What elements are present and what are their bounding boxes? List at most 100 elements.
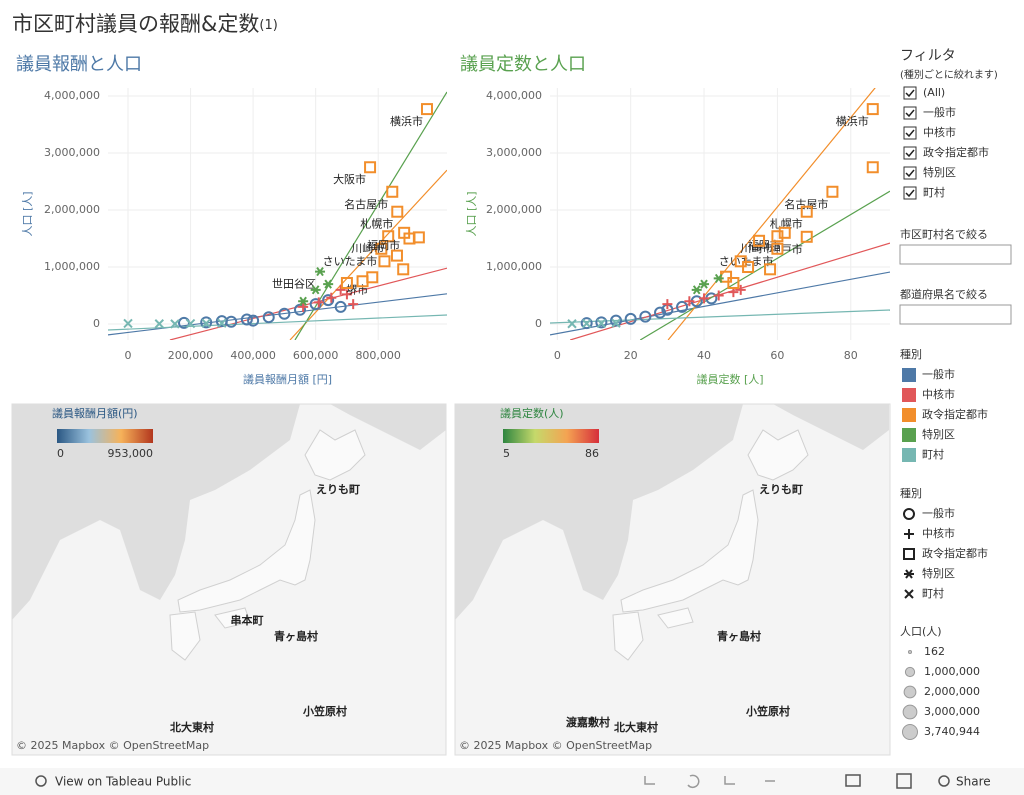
point [348,299,359,310]
point [247,314,260,327]
search-input[interactable] [899,304,1012,325]
point [378,255,391,268]
filter-option[interactable]: 町村 [923,185,945,199]
filter-option[interactable]: 中核市 [923,125,956,139]
filter-option[interactable]: (All) [923,86,945,99]
legend-label[interactable]: 町村 [922,447,944,461]
x-tick-label: 0 [554,349,561,362]
point-label: 名古屋市 [344,197,388,211]
filter-option[interactable]: 特別区 [923,165,956,179]
point [298,301,309,312]
y-tick-label: 2,000,000 [486,203,542,216]
point [866,103,879,116]
legend-swatch[interactable] [902,448,916,462]
point [200,316,213,329]
trend-line [108,314,447,331]
place-label: 小笠原村 [302,704,347,718]
legend-label[interactable]: 中核市 [922,526,955,540]
point [699,293,710,304]
legend-title: 種別 [900,486,922,500]
legend-label[interactable]: 政令指定都市 [922,407,988,421]
point [315,266,326,277]
point [596,318,607,329]
legend-swatch[interactable] [902,388,916,402]
legend-label: 1,000,000 [924,665,980,678]
point [771,242,784,255]
point [610,314,623,327]
checkmark [905,129,915,138]
search-input[interactable] [899,244,1012,265]
point [713,290,724,301]
place-label: 串本町 [231,613,264,627]
y-tick-label: 2,000,000 [44,203,100,216]
legend-label[interactable]: 町村 [922,586,944,600]
point-label: 札幌市 [770,217,803,231]
point [298,296,309,306]
point [595,316,608,329]
legend-swatch[interactable] [902,368,916,382]
point [691,285,702,295]
y-tick-label: 4,000,000 [44,89,100,102]
point [185,318,196,329]
point [639,310,652,323]
point [123,318,133,329]
point [800,205,813,218]
point [764,263,777,276]
filter-subtitle: (種別ごとに絞れます) [900,68,998,81]
point-label: 横浜市 [390,114,423,128]
point-label: 世田谷区 [272,278,316,291]
place-label: 小笠原村 [745,704,790,718]
point [412,231,425,244]
checkbox[interactable] [903,146,917,160]
share-button[interactable]: Share [956,775,991,789]
y-tick-label: 4,000,000 [486,89,542,102]
legend-swatch[interactable] [902,408,916,422]
checkbox[interactable] [903,166,917,180]
legend-label: 3,000,000 [924,705,980,718]
point [742,261,755,274]
point [771,230,784,243]
filter-option[interactable]: 一般市 [923,105,956,119]
legend-shape [904,569,914,579]
size-swatch [903,685,917,699]
trend-line [667,88,876,340]
checkbox[interactable] [903,186,917,200]
point [391,205,404,218]
x-tick-label: 800,000 [355,349,401,362]
x-tick-label: 0 [125,349,132,362]
page-title: 市区町村議員の報酬&定数(1) [12,12,278,36]
checkmark [905,189,915,198]
y-tick-label: 0 [535,317,542,330]
legend-label[interactable]: 政令指定都市 [922,546,988,560]
checkbox[interactable] [903,106,917,120]
point [309,298,322,311]
legend-label[interactable]: 一般市 [922,506,955,520]
legend-label[interactable]: 中核市 [922,387,955,401]
point [420,103,433,116]
legend-label[interactable]: 一般市 [922,367,955,381]
legend-shape [904,529,914,539]
point [624,312,637,325]
legend-label[interactable]: 特別区 [922,566,955,580]
point [676,300,689,313]
point [375,242,388,255]
trend-line [289,169,447,340]
point [778,226,791,239]
x-tick-label: 60 [770,349,784,362]
point [382,230,395,243]
title-suffix: (1) [259,18,277,33]
color-ramp [57,429,153,443]
point-label: 福岡市 [367,238,400,252]
map-attribution: © 2025 Mapbox © OpenStreetMap [16,739,209,752]
trend-line [169,267,447,340]
legend-label[interactable]: 特別区 [922,427,955,441]
point [334,300,347,313]
checkbox[interactable] [903,126,917,140]
point-label: 札幌市 [360,217,393,231]
filter-option[interactable]: 政令指定都市 [923,145,989,159]
checkmark [905,109,915,118]
legend-swatch[interactable] [902,428,916,442]
view-link[interactable]: View on Tableau Public [55,775,191,789]
checkbox[interactable] [903,86,917,100]
x-tick-label: 40 [697,349,711,362]
